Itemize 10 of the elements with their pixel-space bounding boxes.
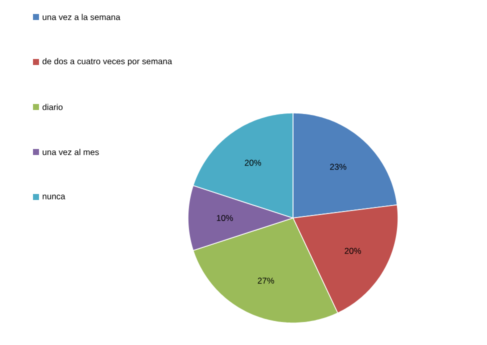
data-label: 23% [330, 164, 346, 170]
data-label: 27% [258, 278, 274, 284]
legend-label: una vez al mes [42, 148, 99, 156]
legend-label: nunca [42, 194, 66, 200]
data-label: 20% [244, 160, 262, 166]
data-label: 20% [344, 248, 361, 254]
legend-label: diario [42, 104, 63, 110]
legend-label: de dos a cuatro veces por semana [42, 58, 172, 66]
data-label: 10% [216, 215, 233, 221]
legend-label: una vez a la semana [42, 14, 120, 20]
